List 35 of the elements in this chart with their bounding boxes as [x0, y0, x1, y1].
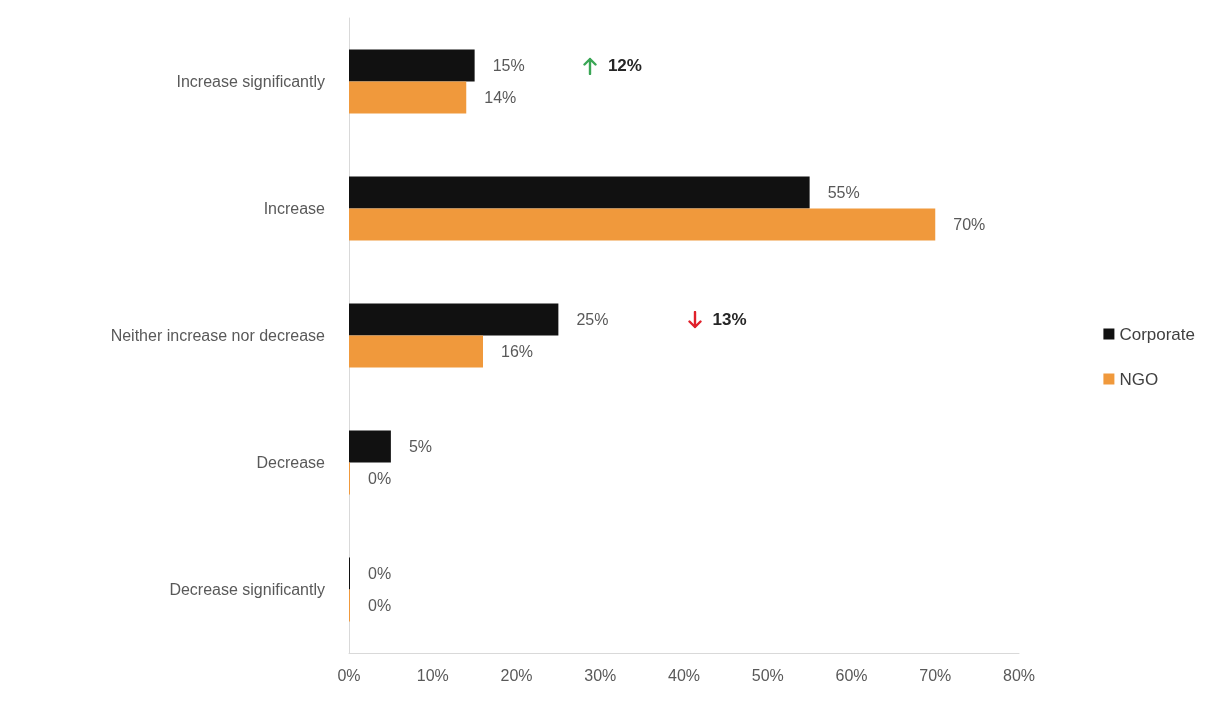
bar [349, 208, 936, 241]
data-label: 15% [492, 57, 525, 74]
y-tick-label: Increase significantly [176, 73, 325, 90]
x-tick-label: 40% [667, 666, 701, 684]
x-tick-label: 20% [500, 666, 533, 684]
data-label: 16% [501, 343, 534, 360]
bar [349, 49, 475, 82]
annotation: 12% [607, 56, 642, 75]
x-tick-label: 10% [416, 666, 449, 684]
annotation: 13% [712, 310, 747, 329]
bar [349, 430, 391, 463]
x-tick-label: 60% [835, 666, 868, 684]
data-label: 25% [576, 311, 609, 328]
x-tick-label: 80% [1002, 666, 1036, 684]
y-tick-label: Neither increase nor decrease [110, 327, 326, 344]
data-label: 14% [484, 89, 517, 106]
x-tick-label: 0% [337, 666, 361, 684]
data-label: 0% [368, 470, 392, 487]
bar [349, 176, 810, 209]
y-tick-label: Decrease significantly [169, 581, 325, 598]
legend-label: Corporate [1119, 324, 1196, 344]
bar [349, 303, 559, 336]
x-tick-label: 30% [584, 666, 617, 684]
data-label: 70% [953, 216, 986, 233]
x-tick-label: 70% [919, 666, 952, 684]
bar [349, 335, 483, 368]
y-tick-label: Decrease [256, 454, 326, 471]
bar [349, 81, 467, 114]
data-label: 55% [827, 184, 860, 201]
x-tick-label: 50% [751, 666, 784, 684]
data-label: 0% [368, 597, 392, 614]
data-label: 0% [368, 565, 392, 582]
legend-label: NGO [1119, 369, 1159, 389]
y-tick-label: Increase [263, 200, 326, 217]
data-label: 5% [408, 438, 432, 455]
